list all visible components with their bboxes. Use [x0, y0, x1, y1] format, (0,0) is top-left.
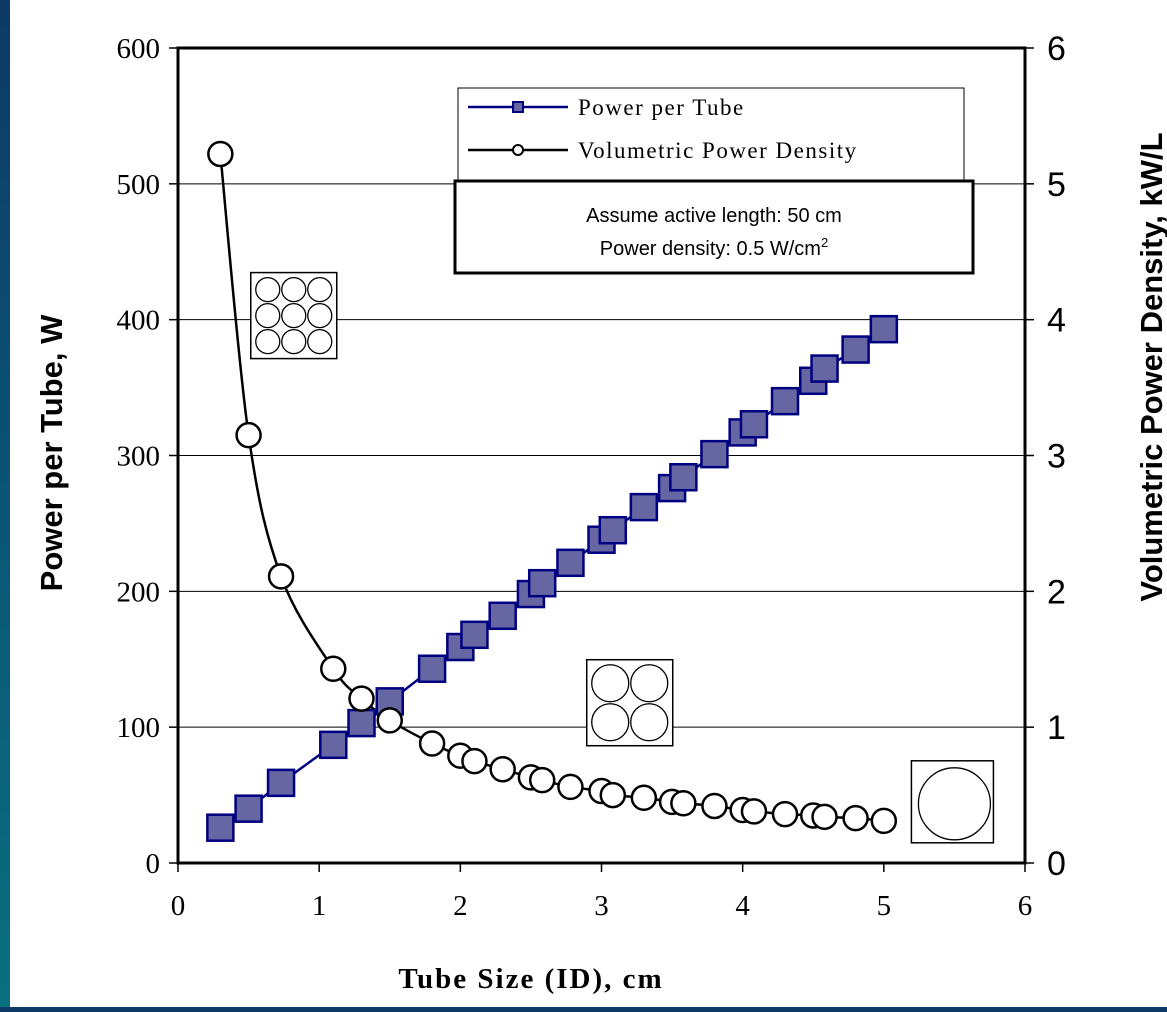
square-marker — [319, 730, 348, 760]
y-tick-label-right: 4 — [1047, 302, 1066, 340]
square-marker — [234, 794, 263, 823]
circle-marker — [557, 773, 584, 801]
circle-marker — [842, 804, 869, 832]
x-tick-label: 5 — [877, 890, 892, 922]
tube-circle-icon — [255, 302, 281, 329]
tube-circle-icon — [281, 328, 307, 355]
tube-circle-icon — [307, 302, 333, 329]
circle-marker — [461, 747, 488, 775]
tube-circle-icon — [255, 328, 281, 355]
x-tick-label: 2 — [453, 890, 468, 922]
tube-circle-icon — [281, 302, 307, 329]
inset-2x2 — [585, 658, 674, 747]
circle-marker — [630, 784, 658, 812]
x-tick-label: 4 — [735, 890, 750, 922]
tube-circle-icon — [281, 276, 307, 303]
y-tick-label-left: 100 — [117, 712, 161, 744]
square-marker — [527, 568, 557, 598]
square-marker — [770, 386, 800, 416]
annotation-box — [453, 179, 975, 275]
inset-1x1 — [910, 760, 995, 844]
tube-circle-icon — [307, 328, 333, 355]
tube-circle-icon — [255, 276, 281, 303]
legend-marker-volumetric-power-density — [512, 144, 524, 156]
square-marker — [810, 354, 839, 383]
y-tick-label-left: 200 — [117, 576, 161, 608]
x-tick-label: 3 — [594, 890, 609, 922]
legend-label-power-per-tube: Power per Tube — [578, 95, 745, 120]
circle-marker — [489, 756, 516, 783]
circle-marker — [418, 730, 446, 757]
circle-marker — [870, 807, 898, 835]
tube-circle-icon — [591, 664, 630, 703]
square-marker — [266, 768, 296, 798]
y-tick-label-right: 2 — [1047, 573, 1066, 611]
tube-circle-icon — [630, 703, 669, 742]
y-tick-label-right: 1 — [1047, 709, 1066, 747]
chart-panel: 0 100 200 300 400 500 600 0 1 2 3 4 5 6 0 1 2 3 4 5 6 Power … — [10, 0, 1167, 1007]
tube-circle-icon — [591, 703, 630, 742]
legend-label-volumetric-power-density: Volumetric Power Density — [578, 138, 858, 163]
legend: Power per Tube Volumetric Power Density — [457, 87, 965, 181]
circle-marker — [771, 800, 799, 828]
y-tick-label-right: 6 — [1047, 30, 1066, 68]
tube-circle-icon — [630, 664, 669, 703]
y-tick-label-right: 0 — [1047, 845, 1066, 883]
y-tick-label-left: 600 — [117, 33, 161, 65]
y-tick-label-left: 0 — [146, 848, 161, 880]
square-marker — [488, 601, 517, 631]
square-marker — [417, 654, 447, 684]
series-markers — [206, 140, 899, 842]
circle-marker — [267, 563, 295, 590]
square-marker — [556, 548, 585, 578]
circle-marker — [599, 781, 627, 809]
circle-marker — [528, 766, 556, 794]
y-tick-label-right: 5 — [1047, 166, 1066, 204]
annotation-line-2: Power density: 0.5 W/cm2 — [600, 235, 828, 260]
circle-marker — [320, 655, 347, 683]
y-tick-label-left: 500 — [117, 169, 161, 201]
square-marker — [841, 335, 870, 364]
circle-marker — [811, 803, 838, 831]
circle-marker — [348, 685, 375, 712]
circle-marker — [376, 707, 403, 734]
x-tick-label: 6 — [1018, 890, 1033, 922]
circle-marker — [207, 140, 234, 168]
tube-circle-icon — [917, 767, 992, 841]
circle-marker — [740, 798, 768, 825]
inset-3x3 — [250, 271, 338, 360]
square-marker — [598, 515, 628, 545]
square-marker — [869, 314, 899, 344]
square-marker — [739, 410, 769, 439]
y-axis-title-left: Power per Tube, W — [34, 314, 69, 591]
circle-marker — [235, 421, 262, 449]
square-marker — [669, 462, 698, 492]
x-tick-label: 0 — [171, 890, 186, 922]
tube-circle-icon — [307, 276, 333, 303]
y-tick-label-left: 400 — [117, 305, 161, 337]
y-tick-label-left: 300 — [117, 441, 161, 473]
annotation-line-1: Assume active length: 50 cm — [586, 205, 842, 227]
legend-marker-power-per-tube — [512, 101, 524, 113]
square-marker — [629, 492, 659, 522]
tube-array-insets — [250, 271, 995, 844]
square-marker — [460, 620, 489, 650]
legend-box — [457, 87, 965, 181]
y-axis-title-right: Volumetric Power Density, kW/L — [1134, 132, 1167, 601]
circle-marker — [701, 792, 728, 820]
circle-marker — [670, 789, 697, 817]
y-tick-label-right: 3 — [1047, 438, 1066, 476]
square-marker — [347, 708, 376, 738]
square-marker — [206, 813, 235, 842]
x-tick-label: 1 — [312, 890, 327, 922]
square-marker — [700, 439, 729, 469]
annotation: Assume active length: 50 cm Power densit… — [453, 179, 975, 275]
x-axis-title: Tube Size (ID), cm — [398, 963, 663, 995]
